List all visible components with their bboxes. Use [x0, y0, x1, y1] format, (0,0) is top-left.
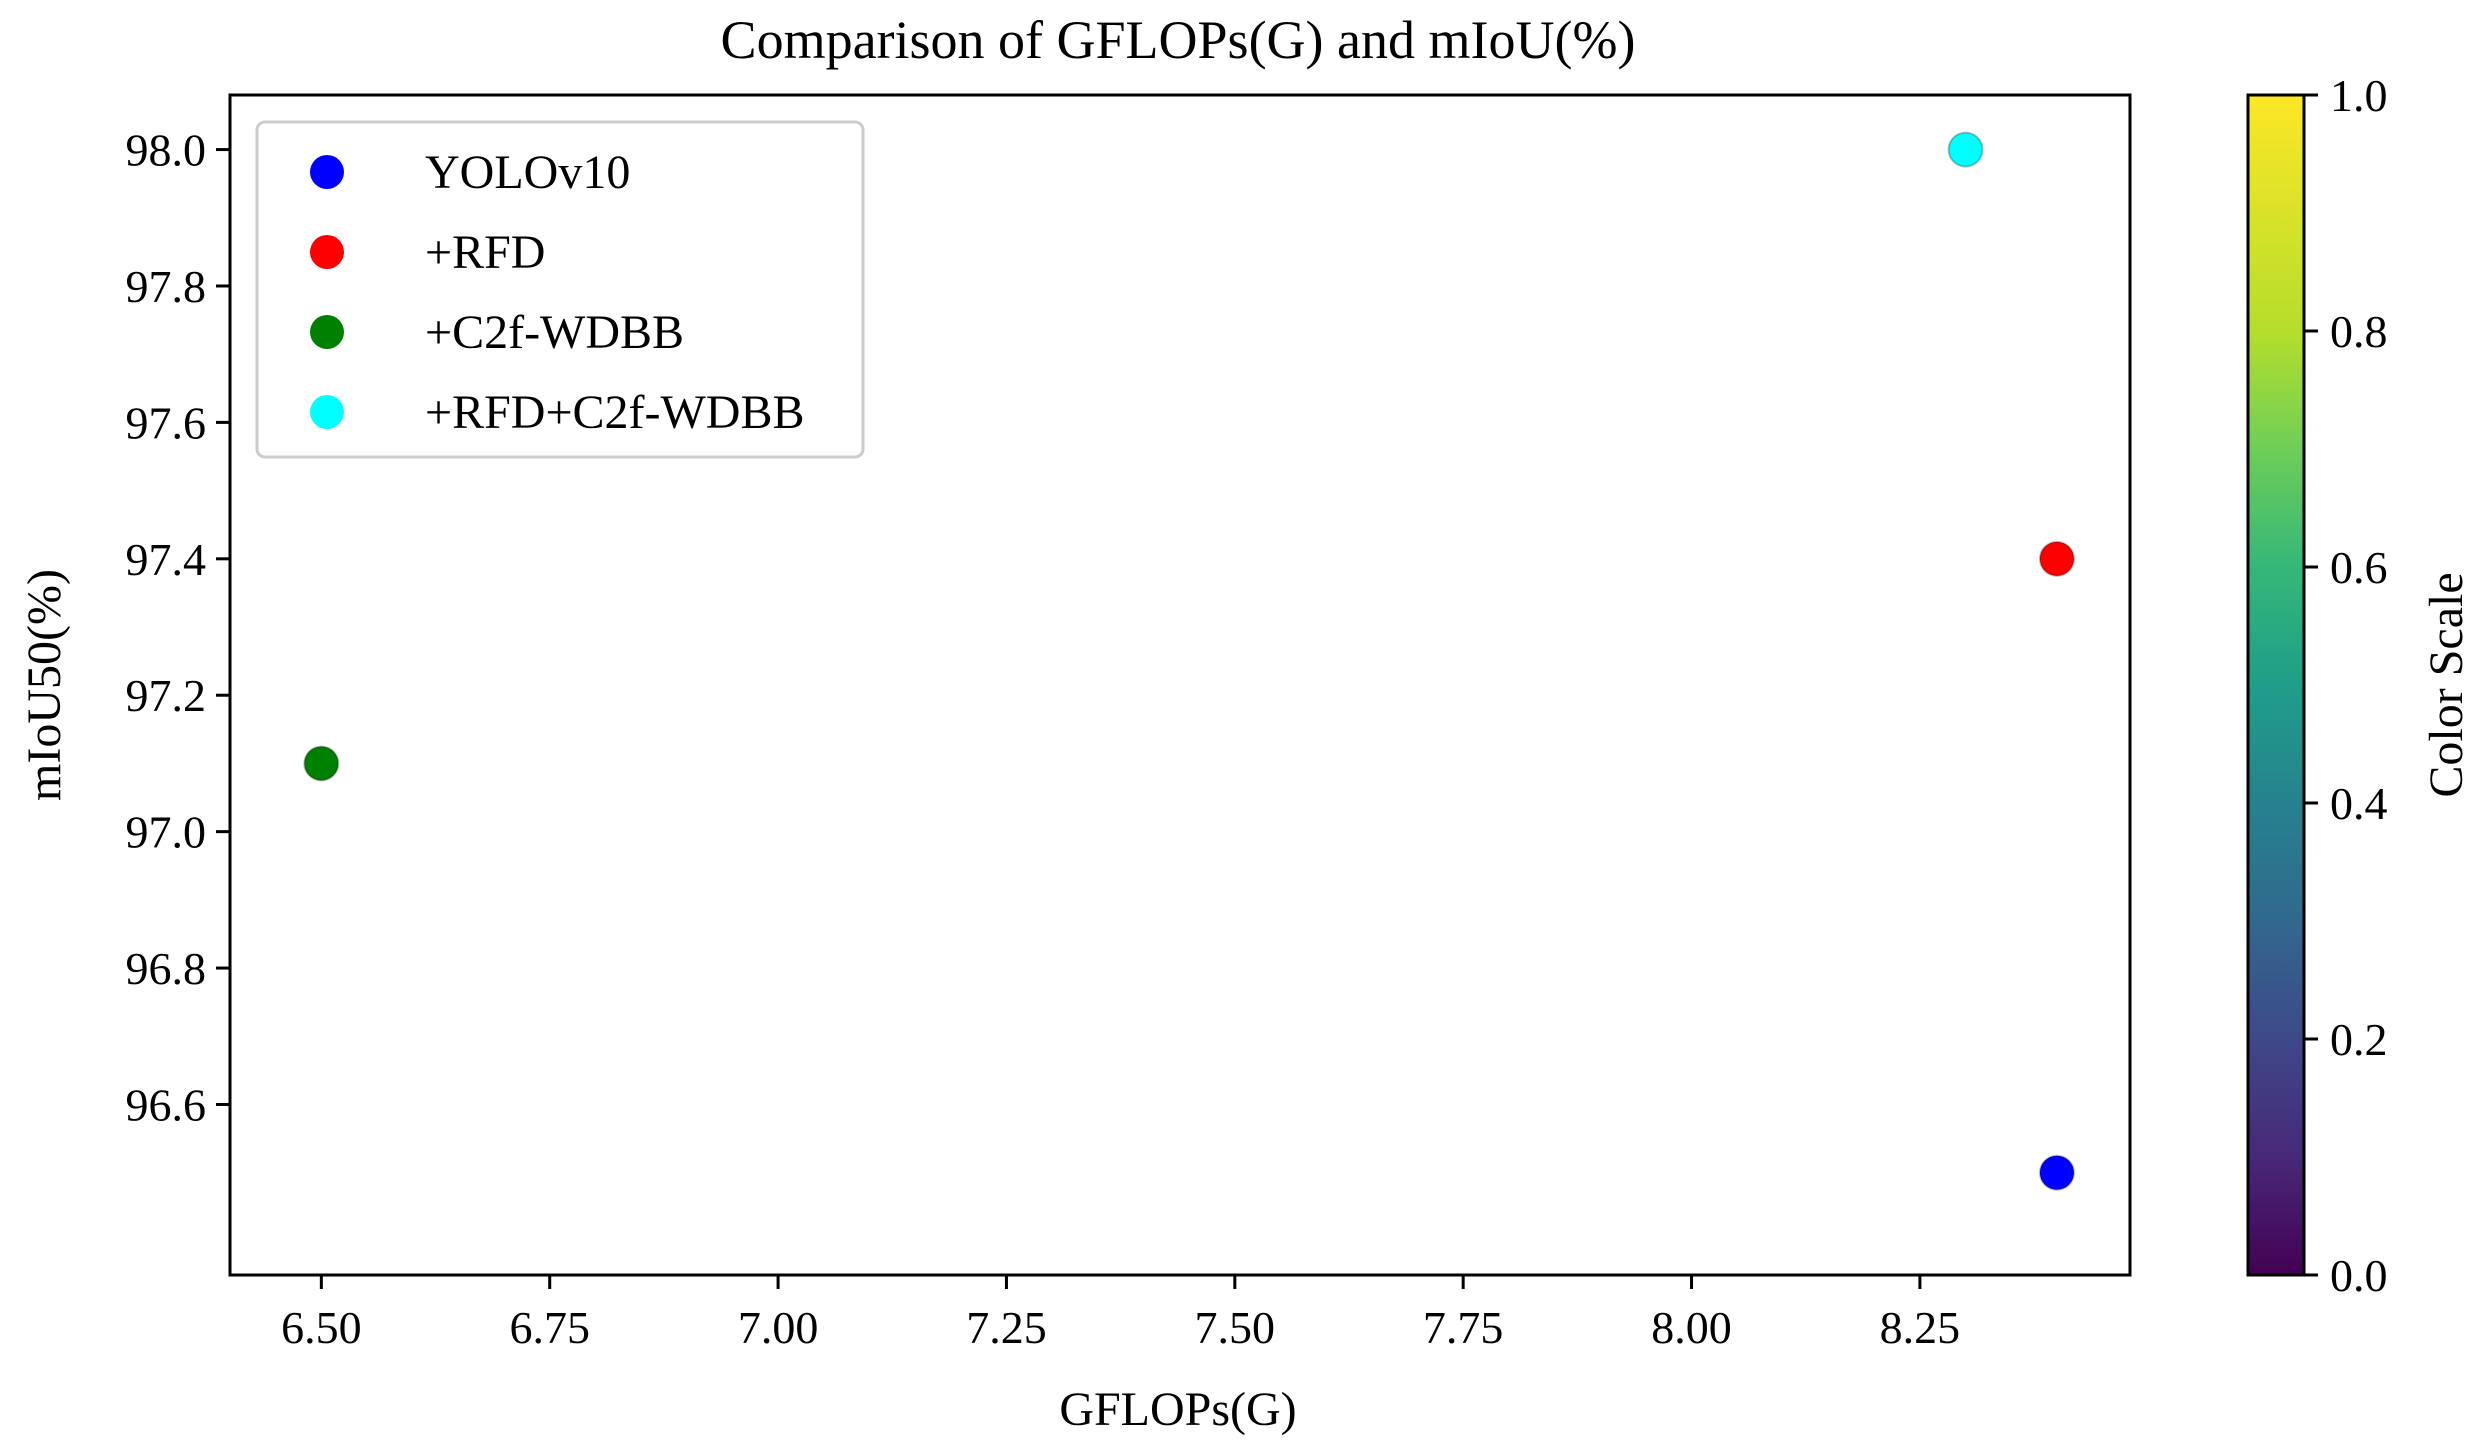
- y-axis-ticks: 96.6 96.8 97.0 97.2 97.4 97.6 97.8 98.0: [126, 125, 230, 1130]
- colorbar-tick-label: 0.2: [2330, 1014, 2388, 1065]
- data-point: [303, 745, 340, 782]
- data-point: [2038, 540, 2075, 577]
- legend-label: +RFD+C2f-WDBB: [425, 386, 805, 439]
- colorbar-label: Color Scale: [2420, 572, 2473, 797]
- y-axis-label: mIoU50(%): [18, 569, 71, 801]
- y-tick-label: 96.6: [126, 1079, 207, 1130]
- x-axis-label: GFLOPs(G): [1059, 1383, 1296, 1436]
- legend-label: YOLOv10: [425, 146, 630, 199]
- data-points: [303, 131, 2075, 1191]
- y-tick-label: 97.2: [126, 670, 207, 721]
- legend-frame: [255, 120, 865, 459]
- colorbar-tick-label: 0.6: [2330, 542, 2388, 593]
- legend-marker: [310, 155, 344, 189]
- colorbar-tick-label: 1.0: [2330, 70, 2388, 121]
- y-tick-label: 97.0: [126, 807, 207, 858]
- data-point: [1947, 131, 1984, 168]
- x-tick-label: 7.75: [1423, 1302, 1504, 1353]
- x-tick-label: 7.00: [738, 1302, 819, 1353]
- y-tick-label: 98.0: [126, 125, 207, 176]
- data-point: [2038, 1154, 2075, 1191]
- y-tick-label: 97.4: [126, 534, 207, 585]
- x-tick-label: 7.50: [1195, 1302, 1276, 1353]
- colorbar-ticks: 0.0 0.2 0.4 0.6 0.8 1.0: [2304, 70, 2388, 1301]
- legend-marker: [310, 315, 344, 349]
- x-axis-ticks: 6.50 6.75 7.00 7.25 7.50 7.75 8.00 8.25: [281, 1275, 1960, 1353]
- legend-label: +RFD: [425, 226, 545, 279]
- x-tick-label: 7.25: [966, 1302, 1047, 1353]
- chart-title: Comparison of GFLOPs(G) and mIoU(%): [721, 10, 1636, 70]
- x-tick-label: 8.00: [1651, 1302, 1732, 1353]
- legend: YOLOv10+RFD+C2f-WDBB+RFD+C2f-WDBB: [255, 120, 865, 459]
- y-tick-label: 97.8: [126, 261, 207, 312]
- colorbar-gradient: [2246, 93, 2306, 1277]
- colorbar-tick-label: 0.0: [2330, 1250, 2388, 1301]
- legend-label: +C2f-WDBB: [425, 306, 684, 359]
- legend-marker: [310, 235, 344, 269]
- plot-area: 6.50 6.75 7.00 7.25 7.50 7.75 8.00 8.25 96.696.…: [126, 93, 2132, 1353]
- plot-frame: [228, 93, 2132, 1277]
- x-tick-label: 6.75: [509, 1302, 590, 1353]
- y-tick-label: 96.8: [126, 943, 207, 994]
- x-tick-label: 6.50: [281, 1302, 362, 1353]
- legend-marker: [310, 395, 344, 429]
- x-tick-label: 8.25: [1880, 1302, 1961, 1353]
- colorbar: 0.0 0.2 0.4 0.6 0.8 1.0 Color Scale: [2246, 70, 2473, 1301]
- y-tick-label: 97.6: [126, 397, 207, 448]
- colorbar-tick-label: 0.8: [2330, 306, 2388, 357]
- colorbar-tick-label: 0.4: [2330, 778, 2388, 829]
